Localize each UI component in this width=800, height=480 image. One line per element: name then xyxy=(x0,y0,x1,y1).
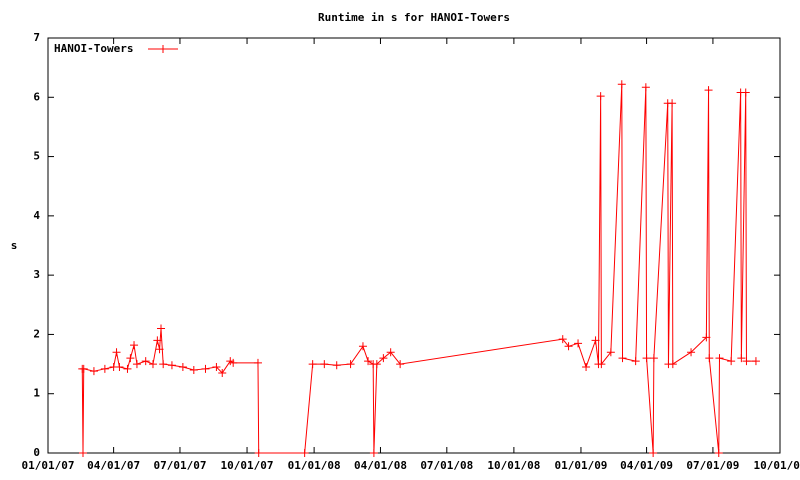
y-tick-label: 4 xyxy=(33,209,40,222)
point xyxy=(141,357,150,366)
point xyxy=(189,366,198,374)
chart-title: Runtime in s for HANOI-Towers xyxy=(318,11,510,24)
point xyxy=(130,341,139,350)
x-tick-label: 07/01/09 xyxy=(686,459,739,472)
x-tick-label: 01/01/08 xyxy=(288,459,341,472)
point xyxy=(254,449,263,457)
y-tick-label: 0 xyxy=(33,446,40,459)
point xyxy=(178,363,187,372)
x-tick-label: 07/01/07 xyxy=(153,459,206,472)
x-tick-label: 04/01/09 xyxy=(620,459,673,472)
y-axis-label: s xyxy=(11,239,18,252)
legend-label: HANOI-Towers xyxy=(54,42,133,55)
legend-marker xyxy=(159,45,167,53)
point xyxy=(606,348,615,357)
point xyxy=(379,354,388,363)
point xyxy=(641,83,650,92)
point xyxy=(687,348,696,357)
x-tick-label: 04/01/07 xyxy=(87,459,140,472)
point xyxy=(112,348,121,357)
point xyxy=(715,354,724,363)
point xyxy=(582,363,591,372)
point xyxy=(115,363,124,372)
x-tick-label: 10/01/09 xyxy=(754,459,800,472)
point xyxy=(126,354,135,363)
point xyxy=(300,449,309,457)
point xyxy=(742,357,751,366)
x-tick-label: 07/01/08 xyxy=(420,459,473,472)
point xyxy=(642,354,651,363)
y-tick-label: 6 xyxy=(33,90,40,103)
x-tick-label: 01/01/07 xyxy=(22,459,75,472)
point xyxy=(148,360,157,369)
point xyxy=(320,360,329,369)
point xyxy=(618,354,627,363)
point xyxy=(591,336,600,345)
point xyxy=(631,357,640,366)
point xyxy=(727,357,736,366)
point xyxy=(597,360,606,369)
x-tick-label: 04/01/08 xyxy=(354,459,407,472)
point xyxy=(79,364,88,373)
point xyxy=(617,80,626,89)
point xyxy=(153,336,162,345)
point xyxy=(212,363,221,372)
point xyxy=(705,354,714,363)
point xyxy=(558,335,567,344)
x-tick-label: 10/01/08 xyxy=(487,459,540,472)
x-tick-label: 01/01/09 xyxy=(554,459,607,472)
point xyxy=(704,86,713,95)
point xyxy=(229,358,238,367)
point xyxy=(372,360,381,369)
point xyxy=(386,348,395,357)
point xyxy=(132,360,141,369)
point xyxy=(737,354,746,363)
point xyxy=(157,324,166,333)
point xyxy=(218,368,227,377)
point xyxy=(649,449,658,457)
point xyxy=(574,339,583,348)
point xyxy=(167,361,176,370)
plot-frame xyxy=(47,37,781,454)
point xyxy=(100,364,109,373)
point xyxy=(159,360,168,369)
point xyxy=(396,360,405,369)
point xyxy=(564,342,573,351)
point xyxy=(364,357,373,366)
y-tick-label: 7 xyxy=(33,31,40,44)
point xyxy=(369,449,378,457)
y-tick-label: 5 xyxy=(33,150,40,163)
point xyxy=(668,360,677,369)
point xyxy=(741,88,750,97)
y-tick-label: 2 xyxy=(33,327,40,340)
point xyxy=(89,367,98,376)
point xyxy=(123,364,132,373)
point xyxy=(751,357,760,366)
point xyxy=(308,360,317,369)
y-tick-label: 3 xyxy=(33,268,40,281)
point xyxy=(358,342,367,351)
point xyxy=(332,361,341,370)
x-tick-label: 10/01/07 xyxy=(221,459,274,472)
point xyxy=(155,345,164,354)
point xyxy=(714,449,723,457)
point xyxy=(201,364,210,373)
point xyxy=(596,92,605,101)
point xyxy=(253,358,262,367)
y-tick-label: 1 xyxy=(33,387,40,400)
point xyxy=(649,354,658,363)
point xyxy=(346,360,355,369)
point xyxy=(78,449,87,457)
point xyxy=(668,99,677,108)
point xyxy=(702,333,711,342)
